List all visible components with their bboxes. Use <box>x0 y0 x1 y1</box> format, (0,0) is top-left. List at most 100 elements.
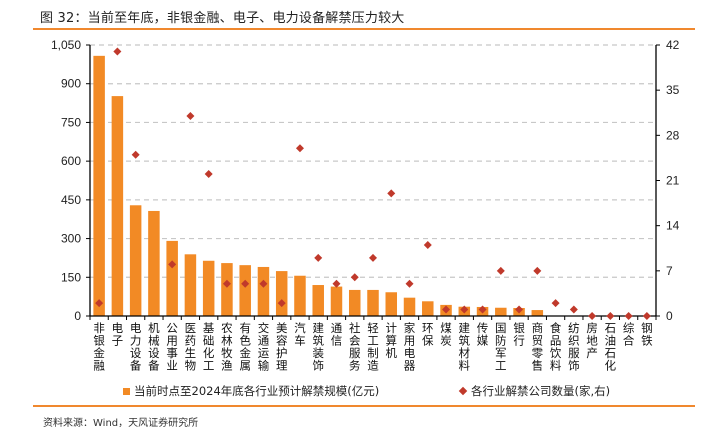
x-category-label: 银行 <box>513 321 525 348</box>
marker-银行 <box>515 305 524 314</box>
marker-石油石化 <box>606 312 615 320</box>
bar-家用电器 <box>403 297 416 316</box>
right-tick-label: 21 <box>666 174 680 188</box>
x-category-label: 公用事业 <box>166 321 178 373</box>
legend-bar-swatch <box>123 387 130 395</box>
x-category-label: 家用电器 <box>404 321 416 373</box>
x-category-label: 机械设备 <box>148 321 160 373</box>
right-tick-label: 35 <box>666 83 680 97</box>
marker-建筑装饰 <box>314 253 323 262</box>
marker-房地产 <box>588 312 597 320</box>
x-category-label: 综合 <box>623 321 635 348</box>
right-tick-label: 7 <box>666 264 673 278</box>
bar-有色金属 <box>239 265 251 316</box>
x-category-label: 社会服务 <box>349 321 361 373</box>
bar-社会服务 <box>348 289 361 316</box>
marker-煤炭 <box>442 305 451 314</box>
bar-交通运输 <box>257 266 270 316</box>
marker-环保 <box>423 241 432 250</box>
marker-电子 <box>113 47 122 56</box>
x-category-label: 通信 <box>331 321 343 348</box>
x-category-label: 汽车 <box>294 321 306 348</box>
x-category-label: 食品饮料 <box>550 321 562 373</box>
marker-社会服务 <box>350 273 359 282</box>
legend-item-bar: 当前时点至2024年底各行业预计解禁规模(亿元) <box>123 383 379 399</box>
bar-轻工制造 <box>367 289 379 316</box>
left-tick-label: 900 <box>61 77 81 91</box>
source-rule <box>33 405 695 407</box>
marker-医药生物 <box>186 111 195 120</box>
marker-家用电器 <box>405 279 414 288</box>
bar-基础化工 <box>202 260 215 316</box>
legend-bar-label: 当前时点至2024年底各行业预计解禁规模(亿元) <box>134 384 380 398</box>
x-category-label: 美容护理 <box>276 321 288 373</box>
marker-建筑材料 <box>460 305 469 314</box>
x-category-label: 石油石化 <box>605 321 617 373</box>
marker-基础化工 <box>204 170 213 179</box>
bar-电子 <box>111 96 124 316</box>
marker-公用事业 <box>168 260 177 269</box>
marker-商贸零售 <box>533 266 542 275</box>
legend-marker-label: 各行业解禁公司数量(家,右) <box>471 384 611 398</box>
bar-机械设备 <box>148 210 160 316</box>
left-tick-label: 1,050 <box>51 38 81 52</box>
x-category-label: 农林牧渔 <box>221 321 233 373</box>
x-category-label: 煤炭 <box>440 321 452 348</box>
x-category-label: 有色金属 <box>239 321 251 373</box>
left-tick-label: 300 <box>61 232 81 246</box>
x-category-label: 计算机 <box>386 321 398 360</box>
left-tick-label: 0 <box>74 309 81 323</box>
marker-纺织服饰 <box>569 305 578 314</box>
marker-非银金融 <box>95 299 104 308</box>
x-category-label: 轻工制造 <box>367 321 379 373</box>
marker-美容护理 <box>277 299 286 308</box>
right-tick-label: 0 <box>666 309 673 323</box>
bar-公用事业 <box>166 240 178 316</box>
legend-diamond-swatch <box>458 386 468 396</box>
marker-通信 <box>332 279 341 288</box>
marker-汽车 <box>295 144 304 153</box>
right-tick-label: 28 <box>666 128 680 142</box>
x-category-label: 电子 <box>112 321 124 348</box>
x-category-label: 建筑材料 <box>459 321 471 373</box>
legend-item-marker: 各行业解禁公司数量(家,右) <box>458 383 611 399</box>
x-category-label: 非银金融 <box>93 321 105 373</box>
source-note: 资料来源：Wind，天风证券研究所 <box>43 418 199 429</box>
marker-交通运输 <box>259 279 268 288</box>
marker-农林牧渔 <box>222 279 231 288</box>
left-tick-label: 150 <box>61 270 81 284</box>
bar-农林牧渔 <box>221 263 233 316</box>
bar-通信 <box>330 286 343 316</box>
left-tick-label: 600 <box>61 154 81 168</box>
left-tick-label: 450 <box>61 193 81 207</box>
bar-汽车 <box>294 275 306 316</box>
x-category-label: 电力设备 <box>130 321 142 373</box>
bar-国防军工 <box>495 307 507 316</box>
right-tick-label: 42 <box>666 38 680 52</box>
figure-title: 图 32：当前至年底，非银金融、电子、电力设备解禁压力较大 <box>40 11 405 26</box>
x-category-label: 钢铁 <box>641 321 653 348</box>
bar-环保 <box>422 301 434 316</box>
marker-传媒 <box>478 305 487 314</box>
x-category-label: 环保 <box>422 321 434 348</box>
bar-美容护理 <box>275 271 288 316</box>
bar-建筑装饰 <box>312 285 324 316</box>
x-category-label: 商贸零售 <box>532 321 544 373</box>
x-category-label: 建筑装饰 <box>312 321 324 373</box>
right-tick-label: 14 <box>666 219 680 233</box>
marker-国防军工 <box>496 266 505 275</box>
x-category-label: 房地产 <box>586 321 598 360</box>
marker-电力设备 <box>131 150 140 159</box>
bar-医药生物 <box>184 254 197 316</box>
x-category-label: 医药生物 <box>185 321 197 373</box>
x-category-label: 国防军工 <box>495 321 507 373</box>
x-category-label: 基础化工 <box>203 321 215 373</box>
bar-商贸零售 <box>531 310 544 316</box>
marker-综合 <box>624 312 633 320</box>
bar-计算机 <box>385 292 398 316</box>
x-category-label: 传媒 <box>477 321 489 348</box>
x-category-label: 交通运输 <box>258 321 270 373</box>
left-tick-label: 750 <box>61 115 81 129</box>
marker-有色金属 <box>241 279 250 288</box>
